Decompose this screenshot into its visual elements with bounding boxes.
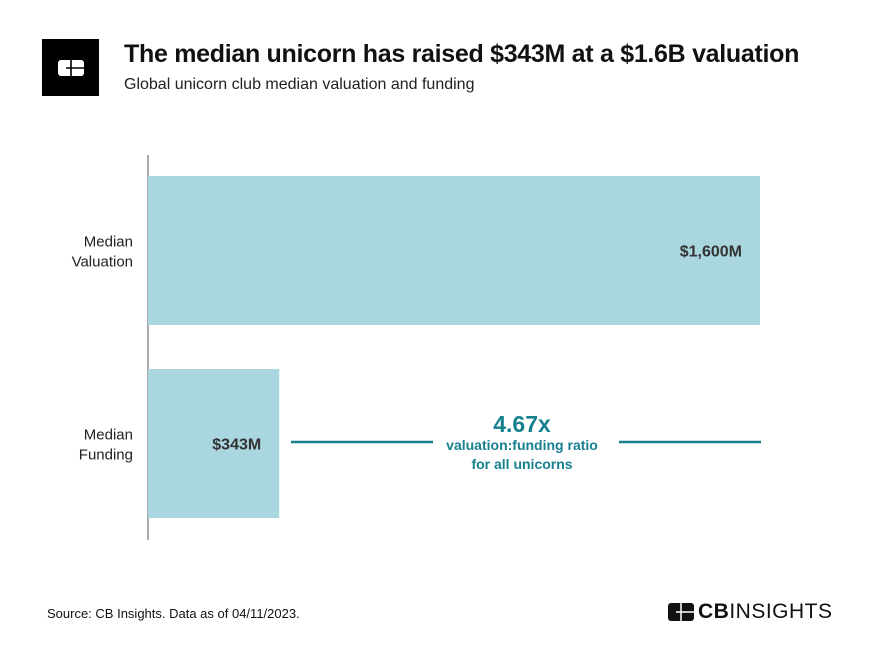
category-label: Median	[84, 427, 133, 444]
bar-1	[148, 369, 280, 518]
bar-0	[148, 176, 760, 325]
brand-bold: CB	[698, 600, 730, 623]
cb-insights-brand: CBINSIGHTS	[668, 600, 833, 624]
brand-light: INSIGHTS	[729, 600, 833, 623]
category-label: Median	[84, 234, 133, 251]
chart-title: The median unicorn has raised $343M at a…	[124, 40, 800, 68]
data-label: $1,600M	[680, 244, 742, 261]
category-label: Funding	[79, 447, 133, 464]
ratio-caption: for all unicorns	[471, 456, 572, 472]
chart-subtitle: Global unicorn club median valuation and…	[124, 76, 475, 93]
ratio-value: 4.67x	[493, 411, 551, 437]
cb-insights-logo-icon	[42, 39, 99, 96]
source-note: Source: CB Insights. Data as of 04/11/20…	[47, 606, 300, 621]
cb-insights-brand-icon	[668, 603, 694, 621]
ratio-caption: valuation:funding ratio	[446, 437, 598, 453]
data-label: $343M	[212, 437, 261, 454]
category-label: Valuation	[72, 254, 133, 271]
